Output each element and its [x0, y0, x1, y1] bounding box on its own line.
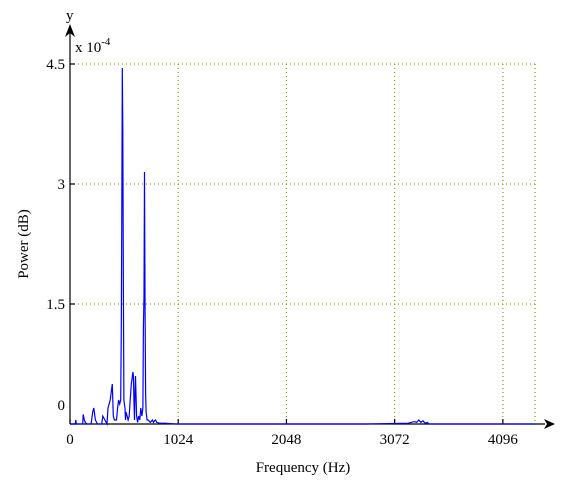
y-axis-letter: y [66, 8, 74, 24]
y-multiplier-base: x 10 [75, 40, 101, 56]
x-tick-label-0: 0 [66, 432, 74, 448]
x-tick-label-2: 2048 [271, 432, 301, 448]
y-tick-label-2: 3 [58, 177, 66, 193]
y-tick-label-0: 0 [58, 398, 66, 414]
y-tick-label-1: 1.5 [46, 297, 65, 313]
y-axis-label: Power (dB) [16, 209, 32, 279]
tick-labels: 0 1024 2048 3072 4096 0 1.5 3 4.5 [46, 57, 518, 448]
y-multiplier: x 10-4 [75, 36, 111, 56]
x-axis-label: Frequency (Hz) [256, 460, 351, 476]
series-line-0 [70, 67, 535, 427]
y-multiplier-exponent: -4 [101, 36, 111, 48]
y-tick-label-3: 4.5 [46, 57, 65, 73]
x-tick-label-3: 3072 [380, 432, 410, 448]
x-tick-label-1: 1024 [163, 432, 194, 448]
series-layer [70, 67, 535, 427]
y-axis-arrow [65, 24, 75, 37]
grid [70, 63, 536, 424]
x-tick-label-4: 4096 [488, 432, 519, 448]
x-axis-arrow [544, 419, 555, 429]
axes [65, 24, 555, 429]
